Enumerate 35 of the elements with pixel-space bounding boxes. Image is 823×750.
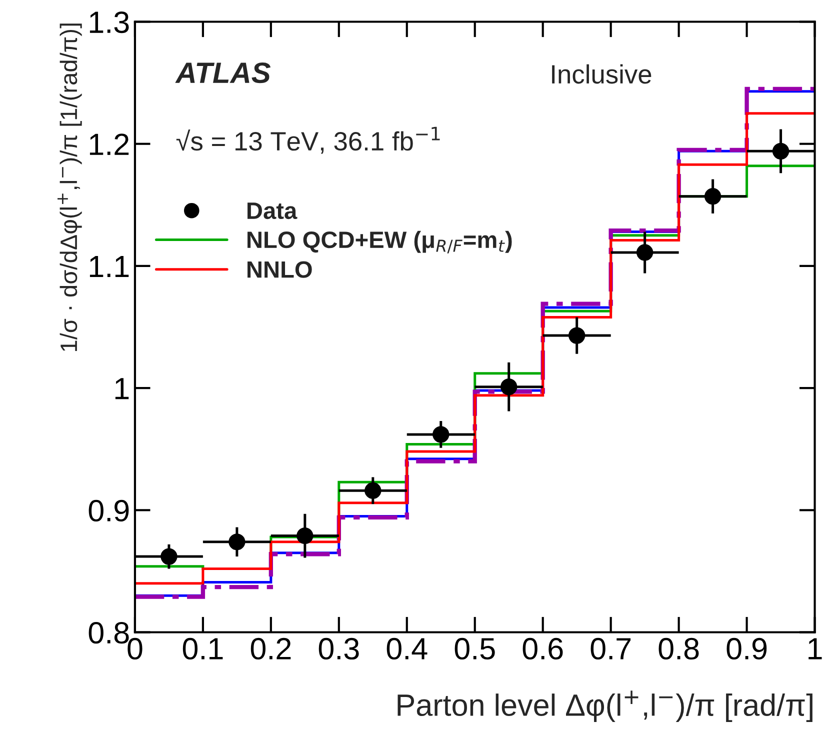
annotation: √s = 13 TeV, 36.1 fb$^{−1}$ xyxy=(176,126,440,154)
x-tick-label: 0.4 xyxy=(386,638,428,660)
y-tick-label: 1.3 xyxy=(90,11,129,34)
annotation: ATLAS xyxy=(175,62,271,84)
point xyxy=(568,327,586,344)
y-tick-label: 0.9 xyxy=(88,500,129,522)
annotation: Inclusive xyxy=(552,64,652,84)
x-tick-label: 0 xyxy=(128,638,142,660)
point xyxy=(772,142,790,160)
y-axis-title: 1/σ · dσ/dΔφ(l$^{+}$,l$^{−}$)/π [1/(rad/π)] xyxy=(58,24,82,351)
y-tick-label: 1 xyxy=(115,378,129,400)
x-tick-label: 0.5 xyxy=(454,638,495,660)
point xyxy=(636,244,654,261)
y-tick-label: 1.2 xyxy=(90,134,129,155)
x-tick-label: 0.8 xyxy=(658,638,699,660)
point xyxy=(228,534,246,550)
legend-label: NLO QCD+EW (μ$_{R/F}$=m$_{t}$) xyxy=(248,230,512,254)
x-tick-label: 1 xyxy=(808,638,822,660)
point xyxy=(704,188,722,205)
x-axis-title: Parton level Δφ(l$^{+}$,l$^{−}$)/π [rad/π] xyxy=(398,690,812,722)
x-tick-label: 0.2 xyxy=(250,638,291,660)
point xyxy=(500,378,518,396)
legend-label: NNLO xyxy=(248,261,312,278)
legend-label: Data xyxy=(248,202,298,220)
point xyxy=(364,482,382,499)
x-tick-label: 0.6 xyxy=(522,638,563,660)
x-tick-label: 0.7 xyxy=(590,638,631,660)
x-tick-label: 0.9 xyxy=(726,638,767,660)
x-tick-label: 0.1 xyxy=(182,638,223,660)
y-tick-label: 1.1 xyxy=(90,256,129,278)
point xyxy=(160,548,178,565)
x-tick-label: 0.3 xyxy=(318,638,359,660)
y-tick-label: 0.8 xyxy=(88,622,129,644)
point xyxy=(432,426,450,443)
point xyxy=(296,527,314,544)
